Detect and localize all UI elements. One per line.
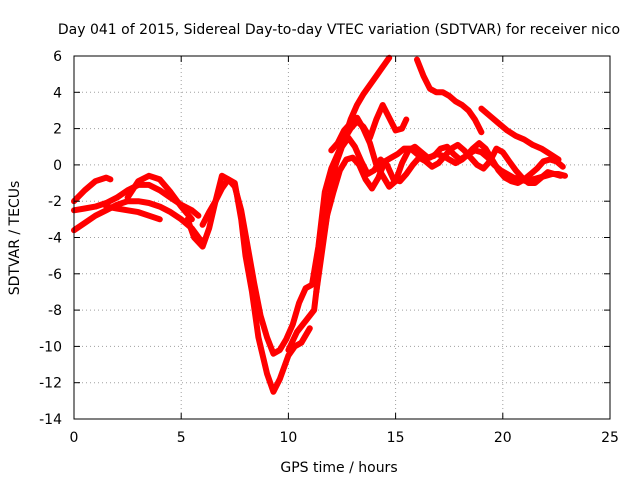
series-track-9: [313, 134, 564, 295]
series-track-7: [199, 54, 393, 357]
series-track-6: [184, 172, 313, 395]
y-tick-label: -10: [39, 339, 62, 355]
y-tick-label: -12: [39, 376, 62, 392]
x-tick-label: 25: [601, 430, 619, 446]
x-axis-label: GPS time / hours: [280, 460, 397, 476]
x-tick-label: 20: [494, 430, 512, 446]
y-tick-label: 2: [53, 122, 62, 138]
series-track-2: [71, 198, 206, 246]
y-axis-label: SDTVAR / TECUs: [7, 181, 23, 296]
data-traces: [71, 54, 568, 395]
y-tick-label: 0: [53, 158, 62, 174]
x-tick-label: 5: [177, 430, 186, 446]
y-tick-label: -6: [48, 267, 62, 283]
axis-ticks: 0 5 10 15 20 25 -14 -12 -10 -8 -6 -4 -2 0 2 4 6: [39, 49, 619, 446]
series-track-12: [414, 56, 485, 136]
series-track-11: [341, 102, 410, 143]
chart-title: Day 041 of 2015, Sidereal Day-to-day VTE…: [58, 22, 620, 38]
x-tick-label: 15: [387, 430, 405, 446]
y-tick-label: -14: [39, 412, 62, 428]
x-tick-label: 10: [279, 430, 297, 446]
series-track-4: [103, 203, 163, 223]
series-track-10: [328, 114, 566, 190]
y-tick-label: -4: [48, 231, 62, 247]
y-tick-label: 4: [53, 85, 62, 101]
series-track-13: [478, 105, 562, 163]
series-track-5: [124, 172, 195, 223]
x-tick-label: 0: [70, 430, 79, 446]
y-tick-label: -2: [48, 194, 62, 210]
y-tick-label: 6: [53, 49, 62, 65]
series-track-1: [71, 174, 114, 205]
y-tick-label: -8: [48, 303, 62, 319]
grid: [74, 56, 610, 419]
